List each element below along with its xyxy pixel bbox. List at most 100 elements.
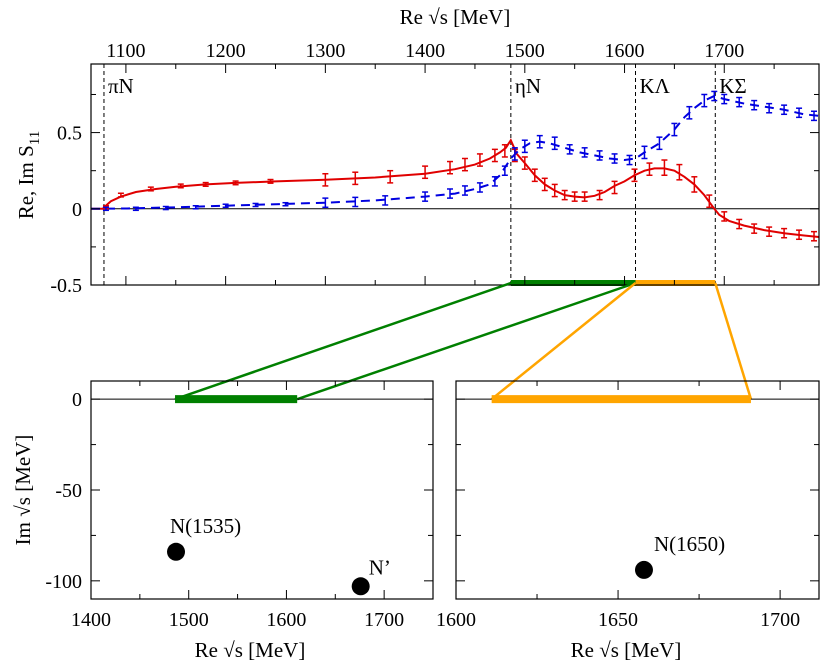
- top-panel: 1100 1200 1300 1400 1500 1600 1700 -0.5 0 0.5 πN η…: [14, 5, 820, 297]
- data-point: [721, 93, 728, 105]
- y-tick-label: 0.5: [57, 123, 82, 145]
- data-point: [222, 203, 229, 209]
- data-point: [132, 206, 139, 212]
- x-tick-label: 1500: [505, 40, 545, 62]
- tick-labels: 1600 1650 1700: [436, 609, 800, 631]
- data-point: [352, 171, 359, 186]
- pole-marker: [634, 560, 653, 579]
- y-tick-label: -50: [55, 480, 82, 502]
- top-y-axis-label-sub: 11: [27, 131, 43, 145]
- x-tick-label: 1600: [605, 40, 645, 62]
- data-point: [691, 176, 698, 193]
- series-points: [102, 90, 818, 242]
- bottom-left-panel: N(1535) N’ 1400 1500 1600 1700 0 -50 -100 Re √s…: [11, 380, 434, 662]
- threshold-label: KΣ: [719, 74, 746, 98]
- pole-marker: [351, 577, 370, 596]
- data-point: [641, 145, 648, 160]
- series-line: [91, 138, 820, 238]
- axis-ticks: [91, 64, 819, 286]
- data-point: [646, 162, 653, 177]
- data-point: [686, 105, 693, 120]
- connector-line: [714, 282, 753, 400]
- data-point: [531, 168, 538, 183]
- data-point: [322, 172, 329, 187]
- data-point: [751, 99, 758, 111]
- bottom-right-panel: N(1650) 1600 1650 1700 Re √s [MeV]: [436, 380, 820, 662]
- pole-points: N(1650): [634, 532, 725, 579]
- data-point: [102, 206, 109, 212]
- data-point: [387, 169, 394, 184]
- bottom-right-x-axis-label: Re √s [MeV]: [571, 638, 682, 662]
- x-tick-label: 1200: [206, 40, 246, 62]
- data-point: [751, 223, 758, 234]
- data-point: [706, 194, 713, 209]
- x-tick-label: 1300: [305, 40, 345, 62]
- connector-line: [490, 282, 637, 401]
- data-point: [581, 191, 588, 202]
- data-point: [501, 144, 508, 158]
- data-point: [322, 197, 329, 209]
- threshold-label: ηN: [515, 74, 541, 98]
- threshold-labels: πN ηN KΛ KΣ: [108, 74, 747, 98]
- data-point: [611, 153, 618, 164]
- x-tick-label: 1400: [71, 609, 111, 631]
- data-point: [232, 180, 239, 186]
- y-tick-label: -0.5: [50, 275, 82, 297]
- data-point: [521, 156, 528, 170]
- data-point: [736, 96, 743, 108]
- data-point: [721, 211, 728, 222]
- y-tick-label: 0: [72, 389, 82, 411]
- data-point: [736, 218, 743, 230]
- data-point: [796, 107, 803, 119]
- pole-label: N’: [369, 555, 391, 579]
- data-point: [521, 139, 528, 154]
- x-tick-label: 1500: [169, 609, 209, 631]
- data-point: [282, 201, 289, 207]
- data-point: [766, 102, 773, 114]
- data-point: [631, 168, 638, 183]
- axis-ticks: [90, 381, 434, 599]
- data-point: [811, 230, 818, 242]
- pole-label: N(1535): [170, 514, 241, 538]
- data-point: [566, 144, 573, 155]
- x-tick-label: 1600: [436, 609, 476, 631]
- data-point: [611, 180, 618, 195]
- data-point: [447, 188, 454, 199]
- pole-label: N(1650): [654, 532, 725, 556]
- data-point: [461, 157, 468, 172]
- connector-line: [296, 281, 636, 401]
- pole-points: N(1535) N’: [167, 514, 391, 596]
- y-tick-label: 0: [72, 199, 82, 221]
- data-point: [626, 154, 633, 166]
- data-point: [422, 165, 429, 180]
- data-point: [252, 202, 259, 208]
- x-tick-label: 1400: [405, 40, 445, 62]
- data-point: [811, 110, 818, 122]
- series-curves: [90, 94, 820, 238]
- y-tick-label: -100: [45, 571, 82, 593]
- data-point: [661, 159, 668, 177]
- data-point: [581, 147, 588, 158]
- threshold-label: πN: [108, 74, 134, 98]
- threshold-label: KΛ: [640, 74, 671, 98]
- data-point: [177, 183, 184, 189]
- x-tick-label: 1700: [364, 609, 404, 631]
- pole-marker: [167, 542, 186, 561]
- data-point: [491, 148, 498, 163]
- bottom-left-x-axis-label: Re √s [MeV]: [195, 638, 306, 662]
- data-point: [541, 177, 548, 192]
- x-tick-label: 1700: [704, 40, 744, 62]
- data-point: [382, 195, 389, 206]
- data-point: [701, 93, 708, 108]
- data-point: [501, 165, 508, 177]
- data-point: [536, 134, 543, 149]
- data-point: [476, 182, 483, 193]
- top-x-axis-label: Re √s [MeV]: [400, 5, 511, 29]
- data-point: [147, 186, 154, 192]
- data-point: [422, 191, 429, 202]
- data-point: [561, 189, 568, 201]
- data-point: [781, 227, 788, 239]
- top-plot-frame: [90, 63, 820, 286]
- x-tick-label: 1600: [266, 609, 306, 631]
